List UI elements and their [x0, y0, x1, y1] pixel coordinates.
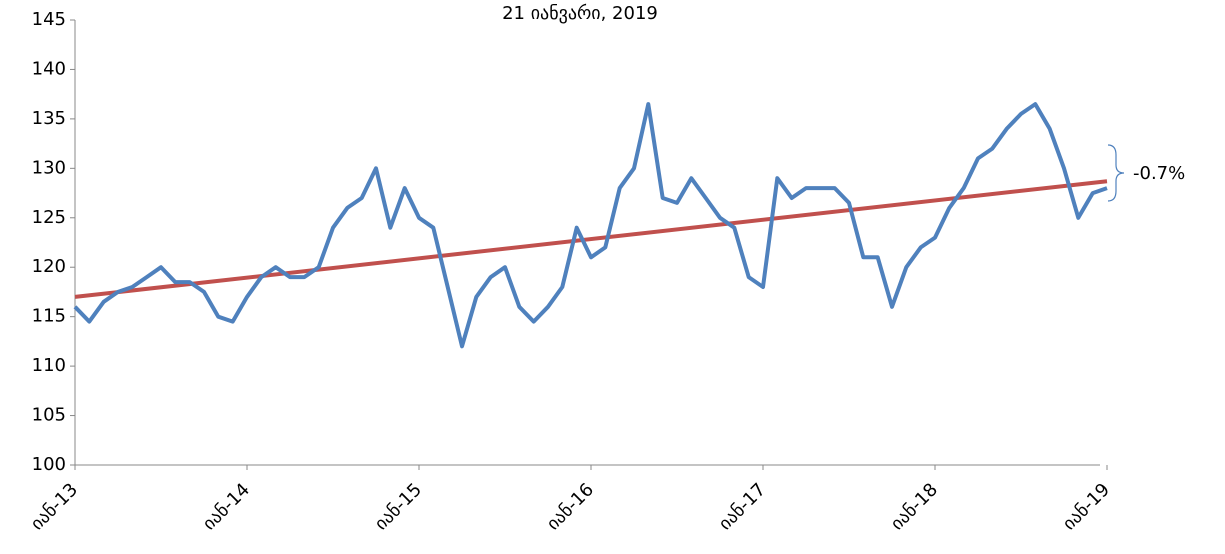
y-tick-label: 105 — [32, 405, 66, 426]
series-line — [73, 102, 1108, 349]
x-tick-label: იან-15 — [371, 479, 426, 534]
x-tick-label: იან-19 — [1059, 479, 1114, 534]
chart-title: 21 იანვარი, 2019 — [502, 3, 658, 24]
brace — [1107, 144, 1125, 202]
y-tick-label: 135 — [32, 108, 66, 129]
x-tick-label: იან-18 — [887, 479, 942, 534]
y-tick-label: 125 — [32, 207, 66, 228]
y-tick-label: 100 — [32, 454, 66, 475]
y-tick-label: 145 — [32, 9, 66, 30]
y-tick-label: 130 — [32, 157, 66, 178]
annotation: -0.7% — [1133, 163, 1185, 184]
y-tick-label: 110 — [32, 355, 66, 376]
trend-line — [74, 179, 1108, 299]
x-tick-label: იან-17 — [715, 479, 770, 534]
y-tick-label: 115 — [32, 306, 66, 327]
x-tick-label: იან-16 — [543, 479, 598, 534]
y-tick-label: 120 — [32, 256, 66, 277]
y-tick-label: 140 — [32, 58, 66, 79]
x-tick-label: იან-13 — [27, 479, 82, 534]
x-tick-label: იან-14 — [199, 479, 254, 534]
